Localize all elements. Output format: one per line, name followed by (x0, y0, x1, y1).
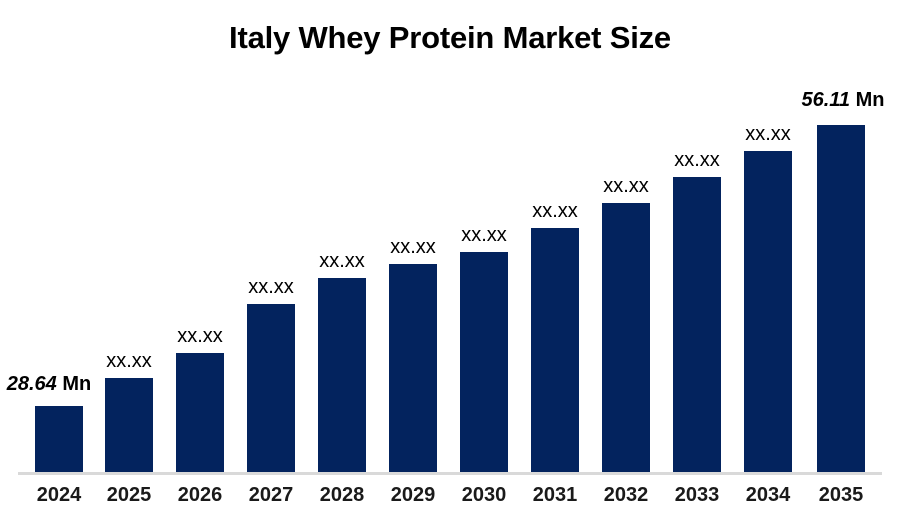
bar-value-label-2030: xx.xx (461, 224, 507, 246)
chart-title: Italy Whey Protein Market Size (229, 20, 671, 55)
bar-2035[interactable] (817, 125, 865, 472)
bar-value-label-2026: xx.xx (177, 325, 223, 347)
bar-2034[interactable] (744, 151, 792, 472)
bar-2028[interactable] (318, 278, 366, 472)
x-axis-label-2029: 2029 (390, 484, 436, 506)
bar-2031[interactable] (531, 228, 579, 472)
x-axis-label-2025: 2025 (106, 484, 152, 506)
x-axis-line (18, 472, 882, 475)
bar-value-label-2029: xx.xx (390, 236, 436, 258)
bar-2027[interactable] (247, 304, 295, 472)
bar-value-label-2031: xx.xx (532, 200, 578, 222)
bar-value-label-2024: 28.64 Mn (0, 373, 104, 396)
bar-2024[interactable] (35, 406, 83, 472)
bar-2033[interactable] (673, 177, 721, 472)
bar-2026[interactable] (176, 353, 224, 472)
bar-value-label-2025: xx.xx (106, 350, 152, 372)
bar-value-label-2034: xx.xx (745, 123, 791, 145)
x-axis-label-2028: 2028 (319, 484, 365, 506)
x-axis-label-2035: 2035 (818, 484, 864, 506)
x-axis-label-2030: 2030 (461, 484, 507, 506)
x-axis-label-2026: 2026 (177, 484, 223, 506)
bar-2029[interactable] (389, 264, 437, 472)
bar-2032[interactable] (602, 203, 650, 472)
bar-value-number-2024: 28.64 (6, 373, 57, 395)
bar-2025[interactable] (105, 378, 153, 472)
x-axis-label-2034: 2034 (745, 484, 791, 506)
x-axis-label-2027: 2027 (248, 484, 294, 506)
bar-value-label-2032: xx.xx (603, 175, 649, 197)
x-axis-label-2024: 2024 (36, 484, 82, 506)
bar-value-label-2027: xx.xx (248, 276, 294, 298)
bar-value-label-2033: xx.xx (674, 149, 720, 171)
x-axis-label-2033: 2033 (674, 484, 720, 506)
bar-value-label-2035: 56.11 Mn (788, 89, 898, 112)
x-axis-label-2032: 2032 (603, 484, 649, 506)
bar-value-unit-2035: Mn (850, 89, 885, 111)
bar-value-unit-2024: Mn (56, 373, 92, 395)
bar-value-number-2035: 56.11 (801, 89, 851, 111)
bar-value-label-2028: xx.xx (319, 250, 365, 272)
x-axis-label-2031: 2031 (532, 484, 578, 506)
bar-2030[interactable] (460, 252, 508, 472)
